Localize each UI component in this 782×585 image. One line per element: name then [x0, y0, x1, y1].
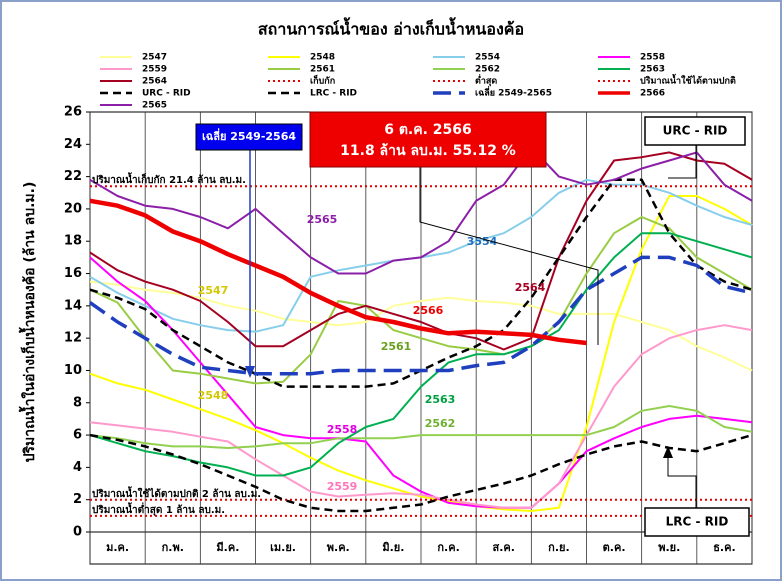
- annotation: 2565: [307, 213, 338, 226]
- y-tick-label: 14: [64, 298, 82, 313]
- legend-label: 2564: [142, 77, 167, 87]
- callout-line: [419, 165, 599, 345]
- callout-box: [309, 111, 547, 168]
- annotation: 2563: [425, 393, 456, 406]
- legend-label: 2558: [640, 53, 665, 63]
- legend-label: LRC - RID: [310, 89, 357, 99]
- series-line: [89, 195, 753, 512]
- legend-label: ต่ำสุด: [475, 74, 497, 87]
- legend-label: 2561: [310, 65, 335, 75]
- legend-label: URC - RID: [142, 89, 191, 99]
- series-line: [89, 151, 753, 351]
- x-tick-label: มิ.ย.: [382, 541, 404, 554]
- y-tick-label: 16: [64, 266, 82, 281]
- x-tick-label: ม.ค.: [106, 541, 129, 554]
- y-axis-label: ปริมาณน้ำในอ่างเก็บน้ำหนองค้อ (ล้าน ลบ.ม…: [18, 182, 38, 463]
- annotation: 2566: [413, 304, 444, 317]
- legend-label: 2562: [475, 65, 500, 75]
- arrow-head: [663, 446, 673, 458]
- annotation: 2547: [198, 284, 229, 297]
- annotation: 2558: [327, 423, 358, 436]
- callout-line: [668, 145, 697, 179]
- annotation: 3554: [467, 235, 498, 248]
- legend-label: ปริมาณน้ำใช้ได้ตามปกติ: [640, 74, 736, 87]
- callout-text: เฉลี่ย 2549-2564: [202, 128, 296, 143]
- x-tick-label: พ.ค.: [327, 541, 350, 554]
- series-line: [89, 198, 587, 346]
- annotation: 2564: [515, 281, 546, 294]
- legend-label: เก็บกัก: [310, 74, 335, 87]
- series-line: [89, 216, 753, 385]
- legend-label: 2559: [142, 65, 167, 75]
- x-tick-label: เม.ย.: [270, 541, 296, 554]
- y-tick-label: 24: [64, 137, 82, 152]
- series-line: [89, 433, 753, 513]
- annotation: 2561: [381, 340, 412, 353]
- callout-box: [644, 507, 750, 537]
- series-line: [89, 405, 753, 449]
- callout-text: 6 ต.ค. 2566: [384, 122, 472, 138]
- legend-label: เฉลี่ย 2549-2565: [475, 86, 552, 99]
- x-tick-label: ก.ย.: [548, 541, 569, 554]
- series-line: [89, 146, 753, 275]
- legend-label: 2563: [640, 65, 665, 75]
- legend-label: 2548: [310, 53, 335, 63]
- y-tick-label: 0: [73, 525, 82, 540]
- annotation: ปริมาณน้ำเก็บกัก 21.4 ล้าน ลบ.ม.: [92, 172, 246, 186]
- series-line: [89, 324, 753, 509]
- legend-label: 2565: [142, 101, 167, 111]
- x-tick-label: ต.ค.: [603, 541, 626, 554]
- y-tick-label: 2: [73, 492, 82, 507]
- y-tick-label: 8: [73, 395, 82, 410]
- callout-text: 11.8 ล้าน ลบ.ม. 55.12 %: [340, 143, 516, 159]
- annotation: 2562: [425, 417, 456, 430]
- series-line: [89, 256, 753, 509]
- annotation: 2548: [198, 389, 229, 402]
- x-tick-label: ธ.ค.: [713, 541, 735, 554]
- callout-text: LRC - RID: [666, 515, 729, 529]
- y-tick-label: 4: [73, 460, 82, 475]
- x-tick-label: พ.ย.: [658, 541, 680, 554]
- series-line: [89, 232, 753, 477]
- y-tick-label: 18: [64, 234, 82, 249]
- y-tick-label: 22: [64, 169, 82, 184]
- arrow-head: [245, 366, 255, 378]
- callout-text: URC - RID: [663, 124, 728, 138]
- y-tick-label: 6: [73, 428, 82, 443]
- series-line: [89, 280, 753, 372]
- chart-title: สถานการณ์น้ำของ อ่างเก็บน้ำหนองค้อ: [258, 17, 524, 39]
- x-tick-label: ก.พ.: [162, 541, 184, 554]
- y-tick-label: 10: [64, 363, 82, 378]
- legend-label: 2566: [640, 89, 665, 99]
- annotation: ปริมาณน้ำต่ำสุด 1 ล้าน ลบ.ม.: [92, 502, 225, 516]
- callout-box: [195, 123, 303, 151]
- x-tick-label: ส.ค.: [493, 541, 515, 554]
- callout-line: [667, 452, 697, 508]
- callout-box: [644, 116, 746, 146]
- annotation: 2559: [327, 480, 358, 493]
- y-tick-label: 20: [64, 201, 82, 216]
- series-line: [88, 255, 753, 376]
- x-tick-label: ก.ค.: [437, 541, 459, 554]
- legend-label: 2547: [142, 53, 167, 63]
- annotation: ปริมาณน้ำใช้ได้ตามปกติ 2 ล้าน ลบ.ม.: [92, 486, 261, 500]
- legend-label: 2554: [475, 53, 500, 63]
- y-tick-label: 26: [64, 105, 82, 120]
- y-tick-label: 12: [64, 331, 82, 346]
- x-tick-label: มี.ค.: [216, 541, 239, 554]
